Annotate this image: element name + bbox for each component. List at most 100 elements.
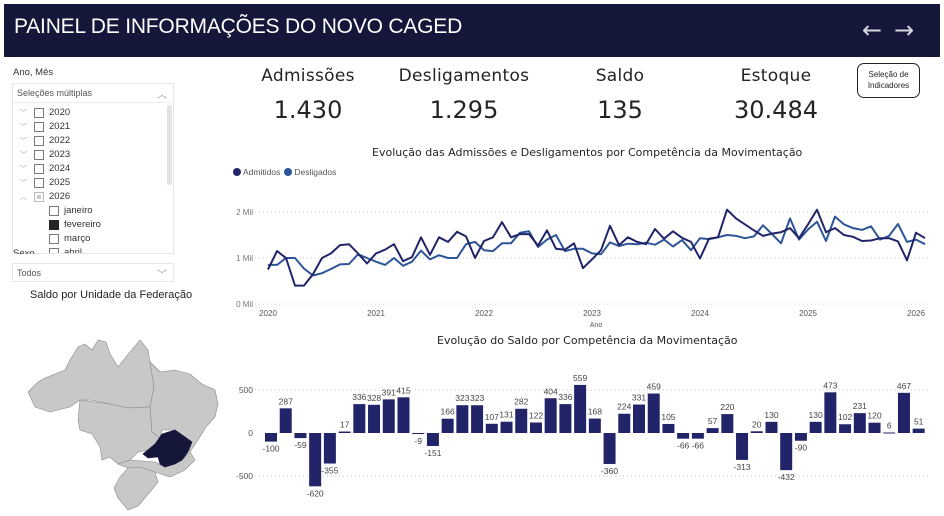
series-line-desligados[interactable] <box>268 215 926 277</box>
slicer-month-março[interactable]: março <box>49 232 90 245</box>
bar[interactable] <box>765 421 778 433</box>
bar[interactable] <box>471 405 484 433</box>
slicer-year-2026[interactable]: ︿ 2026 <box>19 190 70 203</box>
bar[interactable] <box>382 399 395 433</box>
bar[interactable] <box>529 422 542 433</box>
slicer-ano-mes[interactable]: Seleções múltiplas ︿ ﹀ 2020 ﹀ 2021 ﹀ 2022 ﹀ 202… <box>12 83 174 254</box>
data-label: 287 <box>279 396 293 406</box>
chevron-down-icon[interactable]: ﹀ <box>20 123 27 131</box>
map-region-northeast[interactable] <box>149 361 219 453</box>
bar[interactable] <box>721 414 734 433</box>
checkbox[interactable] <box>34 107 44 118</box>
bar[interactable] <box>368 404 381 433</box>
bar[interactable] <box>353 404 366 433</box>
chevron-down-icon[interactable]: ﹀ <box>20 137 27 145</box>
checkbox[interactable] <box>49 205 59 216</box>
bar[interactable] <box>559 404 572 433</box>
bar[interactable] <box>912 428 925 433</box>
map-state-mg[interactable] <box>142 429 193 468</box>
map-region-north[interactable] <box>27 339 161 413</box>
bar[interactable] <box>691 433 704 439</box>
bar[interactable] <box>338 431 351 433</box>
chevron-down-icon[interactable]: ﹀ <box>20 165 27 173</box>
bar[interactable] <box>426 433 439 446</box>
checkbox[interactable] <box>34 149 44 160</box>
bar[interactable] <box>868 422 881 433</box>
bar[interactable] <box>706 428 719 433</box>
arrow-left-icon[interactable]: ← <box>862 16 883 44</box>
legend-item-admitidos[interactable]: Admitidos <box>233 167 280 177</box>
slicer-month-fevereiro[interactable]: fevereiro <box>49 218 101 231</box>
bar[interactable] <box>794 433 807 441</box>
bar[interactable] <box>279 408 292 433</box>
series-line-admitidos[interactable] <box>267 208 926 287</box>
bar[interactable] <box>603 433 616 464</box>
bar[interactable] <box>485 423 498 433</box>
line-chart[interactable]: 0 Mil 1 Mil 2 Mil 2020 2021 2022 2023 2024 2025 2… <box>225 195 940 330</box>
bar[interactable] <box>736 433 749 460</box>
checkbox[interactable] <box>49 233 59 244</box>
bar[interactable] <box>574 384 587 433</box>
brazil-map[interactable] <box>10 312 220 512</box>
chevron-down-icon[interactable]: ﹀ <box>20 179 27 187</box>
checkbox[interactable] <box>34 163 44 174</box>
bar[interactable] <box>441 418 454 433</box>
page-title: PAINEL DE INFORMAÇÕES DO NOVO CAGED <box>14 15 463 38</box>
chevron-up-icon[interactable]: ︿ <box>157 90 167 101</box>
chevron-down-icon[interactable]: ﹀ <box>20 109 27 117</box>
bar[interactable] <box>883 432 896 434</box>
bar[interactable] <box>809 421 822 433</box>
bar[interactable] <box>618 413 631 433</box>
bar[interactable] <box>515 408 528 433</box>
bar[interactable] <box>853 413 866 433</box>
bar[interactable] <box>294 433 307 439</box>
chevron-up-icon[interactable]: ︿ <box>20 193 27 201</box>
checkbox[interactable] <box>49 247 59 253</box>
data-label: 105 <box>661 412 675 422</box>
checkbox[interactable] <box>34 191 44 202</box>
kpi-value: 135 <box>597 96 643 124</box>
checkbox[interactable] <box>49 219 59 230</box>
bar[interactable] <box>897 392 910 433</box>
slicer-year-2021[interactable]: ﹀ 2021 <box>19 120 70 133</box>
slicer-sexo-dropdown[interactable]: Todos ﹀ <box>12 263 174 282</box>
bar[interactable] <box>323 433 336 464</box>
bar[interactable] <box>633 404 645 433</box>
slicer-year-2025[interactable]: ﹀ 2025 <box>19 176 70 189</box>
bar[interactable] <box>839 424 852 433</box>
data-label: 130 <box>764 410 778 420</box>
checkbox[interactable] <box>34 177 44 188</box>
bar[interactable] <box>824 392 837 433</box>
bar[interactable] <box>456 405 469 433</box>
slicer-month-janeiro[interactable]: janeiro <box>49 204 93 217</box>
bar[interactable] <box>780 433 793 471</box>
bar[interactable] <box>500 421 513 433</box>
chevron-down-icon[interactable]: ﹀ <box>20 151 27 159</box>
slicer-year-2024[interactable]: ﹀ 2024 <box>19 162 70 175</box>
bar[interactable] <box>677 433 690 439</box>
bar[interactable] <box>588 418 601 433</box>
bar[interactable] <box>397 397 410 433</box>
slicer-year-2020[interactable]: ﹀ 2020 <box>19 106 70 119</box>
legend-item-desligados[interactable]: Desligados <box>284 167 336 177</box>
scrollbar[interactable] <box>167 105 172 185</box>
map-region-southeast-other[interactable] <box>117 451 196 478</box>
slicer-month-abril[interactable]: abril <box>49 246 82 253</box>
bar[interactable] <box>544 398 557 433</box>
bar[interactable] <box>412 433 425 434</box>
bar[interactable] <box>750 431 763 433</box>
bar[interactable] <box>265 433 277 442</box>
checkbox[interactable] <box>34 135 44 146</box>
slicer-year-2023[interactable]: ﹀ 2023 <box>19 148 70 161</box>
bar[interactable] <box>662 423 675 433</box>
selecao-indicadores-button[interactable]: Seleção de Indicadores <box>857 63 920 98</box>
slicer-ano-mes-header[interactable]: Seleções múltiplas ︿ <box>13 84 173 103</box>
map-region-south[interactable] <box>113 466 159 511</box>
bar[interactable] <box>647 393 660 433</box>
legend-dot-admitidos <box>233 168 241 176</box>
slicer-year-2022[interactable]: ﹀ 2022 <box>19 134 70 147</box>
arrow-right-icon[interactable]: → <box>894 16 915 44</box>
checkbox[interactable] <box>34 121 44 132</box>
bar[interactable] <box>309 433 322 487</box>
